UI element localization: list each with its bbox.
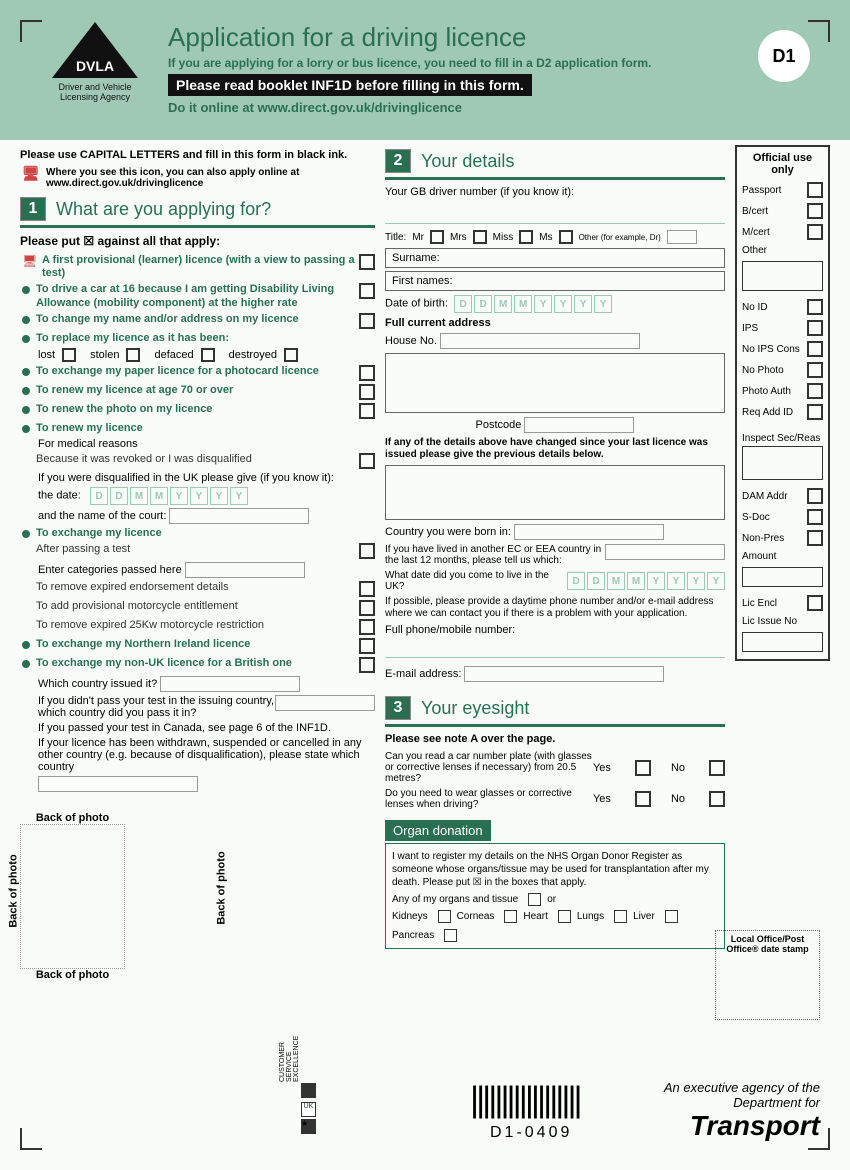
checkbox-ms[interactable] — [559, 230, 573, 244]
customer-excellence-logo: CUSTOMERSERVICEEXCELLENCE UK★ — [300, 1061, 346, 1135]
section-1-header: 1 What are you applying for? — [20, 197, 375, 228]
postcode-input[interactable] — [524, 417, 634, 433]
checkbox-nonpres[interactable] — [807, 530, 823, 546]
checkbox-renew-70[interactable] — [359, 384, 375, 400]
checkbox-passport[interactable] — [807, 182, 823, 198]
checkbox-revoked[interactable] — [359, 453, 375, 469]
checkbox-exchange-ni[interactable] — [359, 638, 375, 654]
checkbox-pancreas[interactable] — [444, 929, 457, 942]
pass-country-input[interactable] — [275, 695, 375, 711]
photo-box-1: Back of photo — [20, 824, 125, 969]
capital-instruction: Please use CAPITAL LETTERS and fill in t… — [20, 149, 375, 161]
address-input[interactable] — [385, 353, 725, 413]
checkbox-after-test[interactable] — [359, 543, 375, 559]
ec-country-input[interactable] — [605, 544, 725, 560]
form-code-circle: D1 — [758, 30, 810, 82]
form-number: D1-0409 — [490, 1124, 572, 1142]
corner-mark — [808, 20, 830, 42]
checkbox-sdoc[interactable] — [807, 509, 823, 525]
issuing-country-input[interactable] — [160, 676, 300, 692]
checkbox-photoauth[interactable] — [807, 383, 823, 399]
checkbox-kidneys[interactable] — [438, 910, 451, 923]
checkbox-lungs[interactable] — [614, 910, 627, 923]
checkbox-provisional[interactable] — [359, 254, 375, 270]
checkbox-heart[interactable] — [558, 910, 571, 923]
checkbox-eyesight-yes[interactable] — [635, 760, 651, 776]
section-3-header: 3 Your eyesight — [385, 696, 725, 727]
checkbox-stolen[interactable] — [126, 348, 140, 362]
organ-donation-header: Organ donation — [385, 820, 491, 841]
official-use-box: Official use only Passport B/cert M/cert… — [735, 145, 830, 661]
checkbox-defaced[interactable] — [201, 348, 215, 362]
checkbox-lost[interactable] — [62, 348, 76, 362]
online-icon-note: Where you see this icon, you can also ap… — [20, 165, 375, 197]
checkbox-ips[interactable] — [807, 320, 823, 336]
checkbox-change-name[interactable] — [359, 313, 375, 329]
checkbox-mcert[interactable] — [807, 224, 823, 240]
checkbox-licencl[interactable] — [807, 595, 823, 611]
checkbox-nophoto[interactable] — [807, 362, 823, 378]
checkbox-reqaddid[interactable] — [807, 404, 823, 420]
online-link: Do it online at www.direct.gov.uk/drivin… — [168, 100, 740, 115]
barcode: |||||||||||||||||| — [470, 1080, 580, 1120]
footer-agency: An executive agency of the Department fo… — [664, 1080, 820, 1142]
checkbox-organ-any[interactable] — [528, 893, 541, 906]
checkbox-bcert[interactable] — [807, 203, 823, 219]
checkbox-destroyed[interactable] — [284, 348, 298, 362]
checkbox-remove-25kw[interactable] — [359, 619, 375, 635]
house-input[interactable] — [440, 333, 640, 349]
read-booklet-bar: Please read booklet INF1D before filling… — [168, 74, 532, 96]
dvla-logo: Driver and Vehicle Licensing Agency — [40, 22, 150, 115]
checkbox-miss[interactable] — [519, 230, 533, 244]
subtitle: If you are applying for a lorry or bus l… — [168, 56, 740, 70]
checkbox-exchange-paper[interactable] — [359, 365, 375, 381]
s1-instruction: Please put ☒ against all that apply: — [20, 234, 375, 248]
section-2-header: 2 Your details — [385, 149, 725, 180]
surname-field[interactable]: Surname: — [385, 248, 725, 268]
checkbox-renew-photo[interactable] — [359, 403, 375, 419]
checkbox-noipscons[interactable] — [807, 341, 823, 357]
checkbox-damaddr[interactable] — [807, 488, 823, 504]
other-title-input[interactable] — [667, 230, 697, 244]
categories-input[interactable] — [185, 562, 305, 578]
corner-mark — [20, 20, 42, 42]
organ-donation-box: I want to register my details on the NHS… — [385, 843, 725, 949]
checkbox-remove-endorsement[interactable] — [359, 581, 375, 597]
checkbox-glasses-no[interactable] — [709, 791, 725, 807]
checkbox-add-motorcycle[interactable] — [359, 600, 375, 616]
checkbox-noid[interactable] — [807, 299, 823, 315]
checkbox-mrs[interactable] — [473, 230, 487, 244]
checkbox-liver[interactable] — [665, 910, 678, 923]
checkbox-eyesight-no[interactable] — [709, 760, 725, 776]
birth-country-input[interactable] — [514, 524, 664, 540]
firstname-field[interactable]: First names: — [385, 271, 725, 291]
email-input[interactable] — [464, 666, 664, 682]
previous-details-input[interactable] — [385, 465, 725, 520]
page-title: Application for a driving licence — [168, 22, 740, 53]
checkbox-corneas[interactable] — [504, 910, 517, 923]
withdrawn-country-input[interactable] — [38, 776, 198, 792]
checkbox-disability[interactable] — [359, 283, 375, 299]
court-name-input[interactable] — [169, 508, 309, 524]
checkbox-glasses-yes[interactable] — [635, 791, 651, 807]
date-stamp-box: Local Office/Post Office® date stamp — [715, 930, 820, 1020]
checkbox-exchange-nonuk[interactable] — [359, 657, 375, 673]
checkbox-mr[interactable] — [430, 230, 444, 244]
